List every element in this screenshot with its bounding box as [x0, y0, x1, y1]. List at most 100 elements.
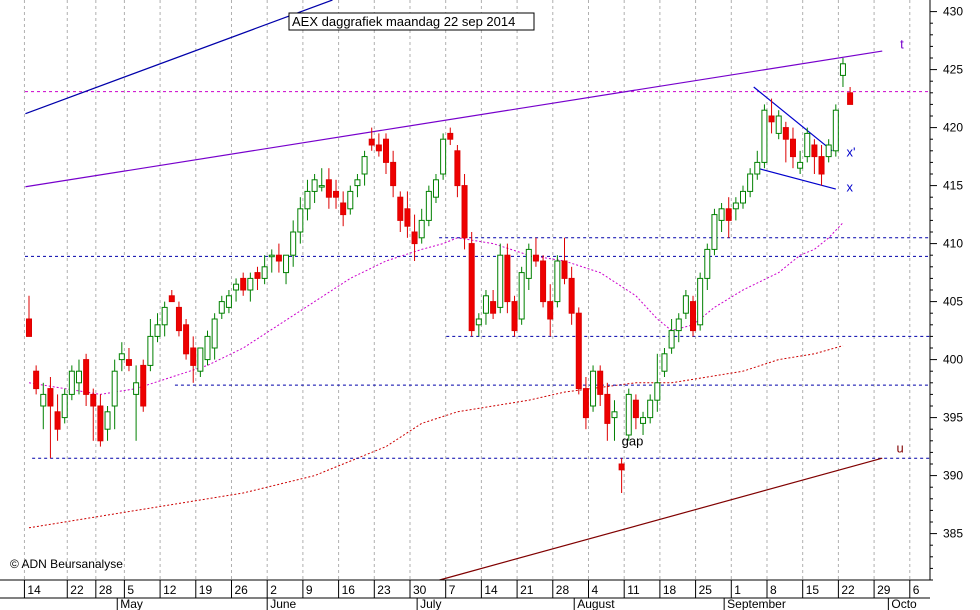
- candle-body: [290, 231, 297, 256]
- candle-body: [411, 231, 418, 245]
- x-tick-label: 8: [770, 583, 777, 597]
- candle-body: [397, 196, 404, 221]
- plot-background: [0, 0, 930, 580]
- candle-body: [254, 272, 261, 279]
- candle-body: [183, 324, 190, 355]
- candle-body: [140, 364, 147, 407]
- x-tick-label: 5: [127, 583, 134, 597]
- candle-body: [697, 277, 704, 326]
- candle-body: [647, 399, 654, 419]
- candle-body: [668, 330, 675, 349]
- candle-body: [782, 127, 789, 140]
- x-tick-label: 18: [663, 583, 677, 597]
- x-tick-label: 14: [484, 583, 498, 597]
- x-tick-label: 28: [99, 583, 113, 597]
- x-tick-label: 15: [806, 583, 820, 597]
- candle-body: [582, 388, 589, 419]
- x-tick-label: 28: [556, 583, 570, 597]
- y-tick-label: 400: [943, 353, 963, 367]
- candle-body: [632, 399, 639, 419]
- candle-body: [525, 248, 532, 279]
- x-tick-label: 23: [377, 583, 391, 597]
- candle-body: [54, 411, 61, 430]
- candle-body: [297, 208, 304, 233]
- candle-body: [654, 382, 661, 401]
- candle-body: [675, 318, 682, 332]
- candle-body: [747, 173, 754, 192]
- candle-body: [804, 132, 811, 158]
- month-label: Octo: [891, 597, 917, 610]
- candle-body: [83, 359, 90, 395]
- annotations: AEX daggrafiek maandag 22 sep 2014 © ADN…: [10, 12, 643, 571]
- candle-body: [518, 272, 525, 320]
- candle-body: [468, 243, 475, 332]
- candle-body: [233, 283, 240, 291]
- candle-body: [261, 266, 268, 279]
- trend-line-u: [439, 457, 883, 581]
- trend-line-x: [753, 86, 833, 152]
- candle-body: [283, 254, 290, 274]
- candle-body: [440, 138, 447, 175]
- candle-body: [490, 301, 497, 314]
- candle-body: [333, 190, 340, 198]
- candle-body: [568, 277, 575, 314]
- candle-body: [818, 156, 825, 175]
- candle-body: [725, 208, 732, 221]
- candle-body: [268, 254, 275, 258]
- candle-body: [26, 318, 32, 337]
- y-tick-label: 425: [943, 63, 963, 77]
- x-tick-label: 16: [342, 583, 356, 597]
- x-tick-label: 6: [913, 583, 920, 597]
- x-tick-label: 14: [27, 583, 41, 597]
- candle-body: [211, 318, 218, 349]
- candle-body: [218, 301, 225, 314]
- x-tick-label: 22: [841, 583, 855, 597]
- candle-body: [740, 190, 746, 204]
- copyright-label: © ADN Beursanalyse: [10, 557, 123, 571]
- trend-label: u: [897, 440, 904, 455]
- y-tick-label: 395: [943, 411, 963, 425]
- y-tick-label: 420: [943, 121, 963, 135]
- moving-averages: [28, 222, 844, 529]
- chart-title: AEX daggrafiek maandag 22 sep 2014: [292, 14, 515, 29]
- x-tick-label: 11: [627, 583, 640, 597]
- candle-body: [604, 393, 611, 424]
- y-axis: 385 390 395 400 405 410 415 420 425 430: [929, 0, 963, 581]
- candle-body: [418, 219, 425, 239]
- candle-body: [118, 353, 125, 361]
- trend-lines: t u x' x: [25, 0, 904, 581]
- candle-body: [204, 335, 211, 361]
- candle-body: [390, 161, 397, 187]
- candle-body: [133, 382, 140, 395]
- grid: [23, 0, 911, 580]
- x-tick-label: 26: [234, 583, 248, 597]
- x-tick-label: 22: [70, 583, 84, 597]
- candle-body: [497, 254, 504, 308]
- candle-body: [482, 295, 489, 314]
- month-label: June: [270, 597, 296, 610]
- candle-body: [590, 370, 597, 407]
- candle-body: [225, 295, 232, 308]
- candle-body: [404, 208, 411, 227]
- candle-body: [197, 347, 204, 372]
- candle-body: [461, 185, 468, 239]
- candle-body: [554, 260, 561, 303]
- candle-body: [40, 393, 47, 407]
- candle-body: [825, 144, 832, 158]
- trend-label: t: [900, 37, 904, 52]
- month-label: September: [727, 597, 786, 610]
- trend-label: x': [847, 145, 856, 160]
- x-tick-label: 12: [163, 583, 177, 597]
- candle-body: [368, 138, 375, 146]
- x-tick-label: 19: [199, 583, 213, 597]
- candle-body: [75, 370, 82, 384]
- candle-body: [775, 115, 782, 134]
- candle-body: [597, 370, 604, 395]
- candle-body: [340, 202, 347, 216]
- candle-body: [839, 63, 846, 76]
- candle-body: [354, 179, 361, 187]
- candle-body: [447, 132, 454, 140]
- y-tick-label: 405: [943, 295, 963, 309]
- candle-body: [33, 370, 40, 390]
- candle-body: [247, 277, 254, 291]
